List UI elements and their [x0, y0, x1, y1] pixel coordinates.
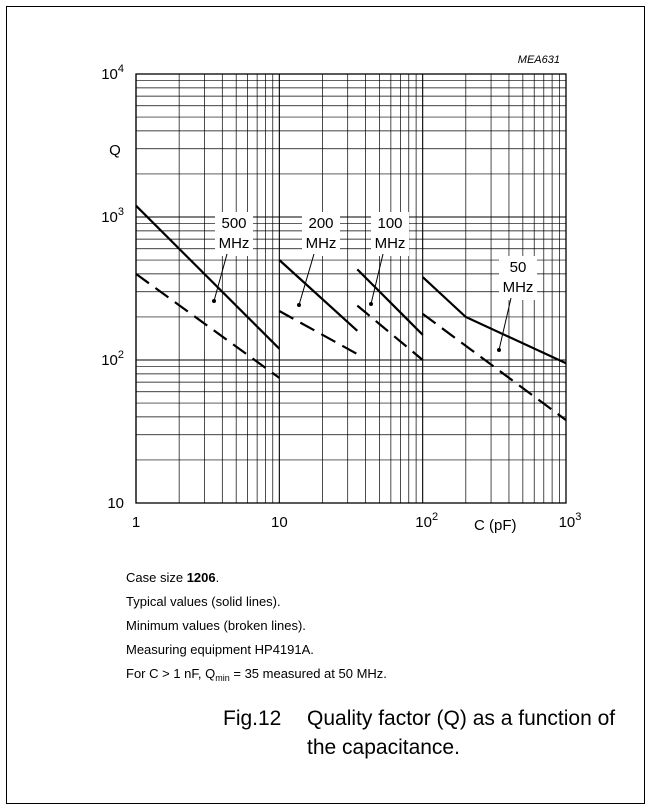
series-label-value: 100: [377, 215, 402, 232]
note-qmin: For C > 1 nF, Qmin = 35 measured at 50 M…: [126, 666, 387, 683]
chart-curves: [135, 204, 567, 421]
caption-line-2: the capacitance.: [307, 736, 460, 759]
series-label-value: 500: [221, 215, 246, 232]
series-label-unit: MHz: [503, 279, 534, 296]
series-label-leader: [213, 253, 228, 302]
curve-50-mhz-dashed: [422, 313, 567, 421]
series-label-background: [371, 212, 409, 256]
series-label-unit: MHz: [306, 235, 337, 252]
y-axis-label: Q: [109, 142, 121, 159]
curve-100-mhz-solid: [356, 268, 424, 336]
figure-caption: Fig.12 Quality factor (Q) as a function o…: [223, 704, 615, 762]
series-label-leader: [498, 297, 512, 351]
series-label-background: [499, 256, 537, 300]
x-tick-label: 103: [559, 511, 582, 531]
series-label-background: [302, 212, 340, 256]
caption-line-1: Quality factor (Q) as a function of: [307, 707, 616, 730]
series-label-leader: [370, 253, 384, 305]
series-label-leader: [298, 253, 315, 306]
curve-200-mhz-dashed: [278, 310, 358, 356]
curve-100-mhz-dashed: [356, 304, 424, 361]
curve-200-mhz-solid: [278, 259, 359, 332]
note-typical-values: Typical values (solid lines).: [126, 594, 281, 609]
series-label-unit: MHz: [375, 235, 406, 252]
series-label-leader-dot: [497, 348, 501, 352]
curve-500-mhz-dashed: [135, 273, 280, 379]
plot-border: [135, 73, 567, 504]
figure-number: Fig.12: [223, 707, 282, 730]
y-tick-label: 103: [101, 206, 124, 226]
figure-notes: Case size 1206. Typical values (solid li…: [126, 566, 387, 690]
q-vs-capacitance-chart: 500 MHz 200 MHz 100 MHz 50 MHz 10 102 103 104 1 10 102…: [101, 54, 581, 534]
series-label-value: 50: [510, 259, 527, 276]
x-tick-label: 10: [271, 514, 288, 531]
x-tick-label: 102: [415, 511, 438, 531]
series-label-value: 200: [308, 215, 333, 232]
x-tick-label: 1: [132, 514, 140, 531]
chart-labels: 500 MHz 200 MHz 100 MHz 50 MHz 10 102 103 104 1 10 102…: [101, 54, 581, 534]
curve-50-mhz-solid: [421, 276, 567, 365]
note-measuring-equipment: Measuring equipment HP4191A.: [126, 642, 314, 657]
series-label-unit: MHz: [219, 235, 250, 252]
y-tick-label: 102: [101, 349, 124, 369]
series-label-leader-dot: [297, 303, 301, 307]
curve-500-mhz-solid: [135, 204, 281, 350]
y-tick-label: 10: [107, 495, 124, 512]
figure-code: MEA631: [518, 54, 560, 66]
series-label-background: [215, 212, 253, 256]
note-minimum-values: Minimum values (broken lines).: [126, 618, 306, 633]
series-label-leader-dot: [212, 299, 216, 303]
x-axis-label: C (pF): [474, 517, 517, 534]
y-tick-label: 104: [101, 63, 124, 83]
note-case-size: Case size 1206.: [126, 570, 220, 585]
series-label-leader-dot: [369, 302, 373, 306]
figure-frame: [6, 6, 645, 804]
